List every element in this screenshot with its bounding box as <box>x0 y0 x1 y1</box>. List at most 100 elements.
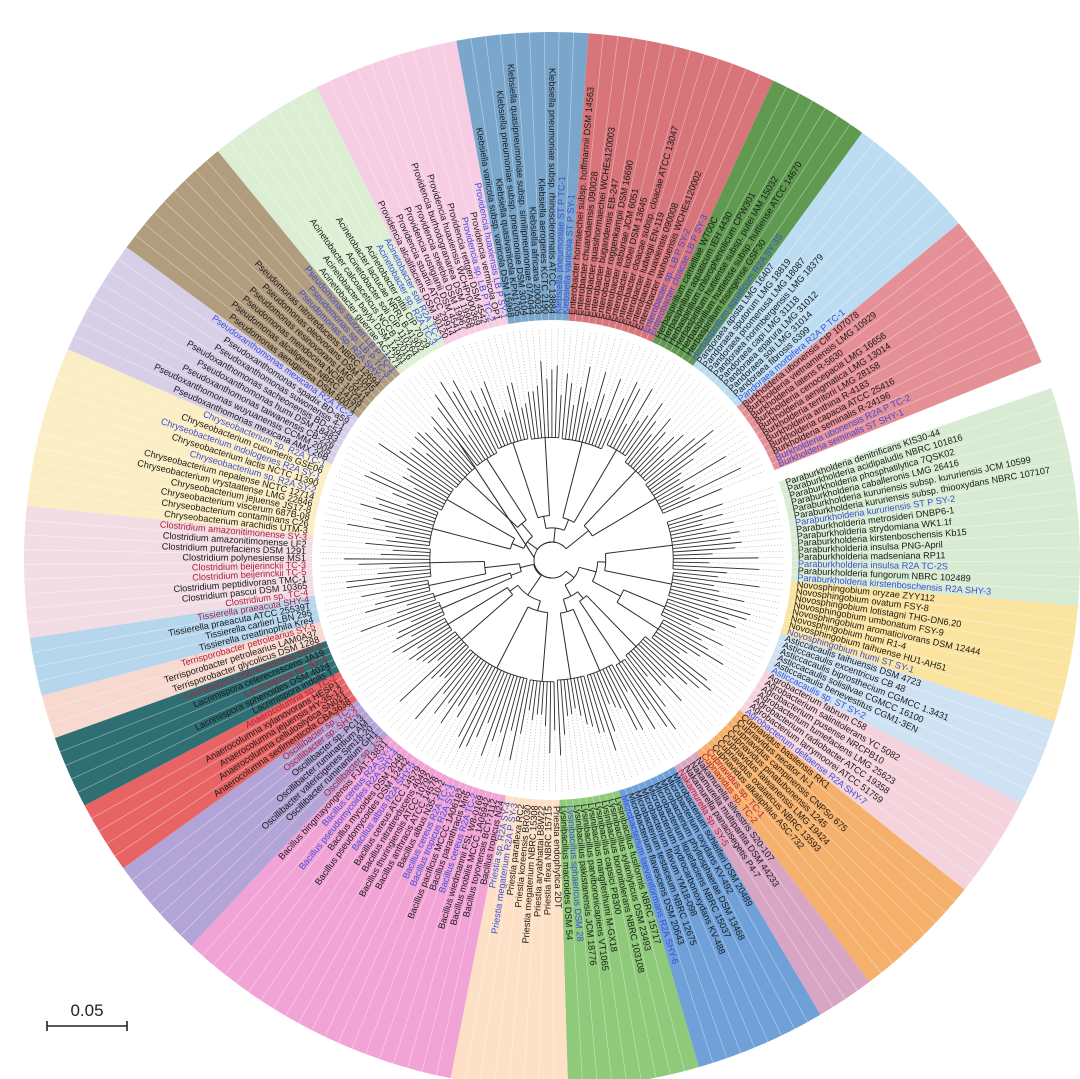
node-link <box>412 547 431 550</box>
clade-band-paraburkholderia <box>778 388 1080 607</box>
node-link <box>672 544 677 546</box>
terminal-branch <box>509 690 526 761</box>
terminal-branch <box>380 553 425 557</box>
terminal-branch <box>458 681 493 748</box>
terminal-branch <box>373 517 422 530</box>
terminal-branch <box>616 680 644 730</box>
leaf-separator <box>34 608 318 668</box>
terminal-branch <box>422 645 444 662</box>
leaf-guide <box>331 488 380 505</box>
node-link <box>452 479 459 486</box>
leaf-guide <box>339 621 412 654</box>
node-link <box>601 437 607 450</box>
terminal-branch <box>613 667 628 692</box>
internal-branch <box>467 573 486 578</box>
node-link <box>571 436 574 441</box>
terminal-branch <box>402 634 432 653</box>
leaf-guide <box>706 680 736 703</box>
node-link <box>452 484 457 488</box>
terminal-branch <box>641 446 659 465</box>
leaf-guide <box>614 730 633 778</box>
leaf-separator <box>601 43 662 326</box>
leaf-separator <box>784 430 1064 502</box>
terminal-branch <box>417 432 454 467</box>
node-link <box>651 637 665 648</box>
terminal-branch <box>531 686 537 721</box>
leaf-guide <box>320 539 366 544</box>
leaf-guide <box>321 532 387 541</box>
terminal-branch <box>673 593 751 616</box>
leaf-separator <box>687 124 851 363</box>
terminal-branch <box>370 471 435 504</box>
leaf-guide <box>329 494 361 505</box>
node-link <box>622 440 632 454</box>
terminal-branch <box>378 443 436 483</box>
node-link <box>418 520 434 526</box>
terminal-branch <box>665 638 688 654</box>
leaf-guide <box>400 718 416 737</box>
terminal-branch <box>600 691 616 732</box>
node-link <box>476 440 489 459</box>
terminal-branch <box>407 468 444 492</box>
leaf-separator <box>791 573 1080 592</box>
terminal-branch <box>585 371 607 444</box>
terminal-branch <box>633 403 663 445</box>
node-link <box>609 436 616 447</box>
leaf-guide <box>322 587 348 592</box>
terminal-branch <box>675 541 742 549</box>
terminal-branch <box>511 382 521 421</box>
node-link <box>672 578 685 582</box>
leaf-separator <box>788 473 1073 522</box>
node-link <box>476 659 485 670</box>
leaf-guide <box>510 733 521 789</box>
leaf-separator <box>98 682 347 832</box>
leaf-separator <box>365 784 468 1055</box>
leaf-guide <box>523 719 533 791</box>
leaf-separator <box>290 100 434 352</box>
terminal-branch <box>666 497 691 509</box>
terminal-branch <box>444 660 461 679</box>
node-link <box>503 673 512 694</box>
leaf-separator <box>351 781 462 1049</box>
leaf-guide <box>439 356 454 381</box>
leaf-separator <box>441 43 503 326</box>
leaf-separator <box>195 170 391 384</box>
leaf-guide <box>673 678 719 723</box>
internal-node-arc <box>545 527 565 531</box>
terminal-branch <box>629 665 676 730</box>
leaf-guide <box>460 736 477 774</box>
node-link <box>436 629 453 641</box>
leaf-separator <box>732 211 950 403</box>
internal-branch <box>473 538 511 550</box>
leaf-separator <box>160 720 375 915</box>
leaf-separator <box>771 348 1036 465</box>
leaf-guide <box>449 747 460 769</box>
terminal-branch <box>647 438 695 479</box>
terminal-branch <box>540 361 546 429</box>
terminal-branch <box>466 681 497 747</box>
leaf-guide <box>725 440 752 457</box>
node-link <box>624 447 637 463</box>
node-link <box>418 543 430 547</box>
terminal-branch <box>555 365 558 429</box>
terminal-branch <box>657 628 701 657</box>
node-link <box>661 622 666 626</box>
terminal-branch <box>676 537 731 546</box>
scale-bar-label: 0.05 <box>70 1001 103 1020</box>
leaf-separator <box>588 38 633 323</box>
terminal-branch <box>448 450 462 465</box>
leaf-label: Priestia endophytica 2DT <box>552 806 564 909</box>
node-link <box>409 550 431 553</box>
leaf-separator <box>611 792 685 1072</box>
leaf-separator <box>649 778 769 1042</box>
terminal-branch <box>452 391 485 445</box>
leaf-separator <box>398 54 483 331</box>
terminal-branch <box>673 582 719 592</box>
terminal-branch <box>375 590 429 605</box>
terminal-branch <box>549 695 551 754</box>
terminal-branch <box>584 408 592 433</box>
leaf-guide <box>564 734 570 792</box>
leaf-separator <box>552 799 554 1079</box>
leaf-guide <box>321 581 347 585</box>
node-link <box>483 444 492 457</box>
